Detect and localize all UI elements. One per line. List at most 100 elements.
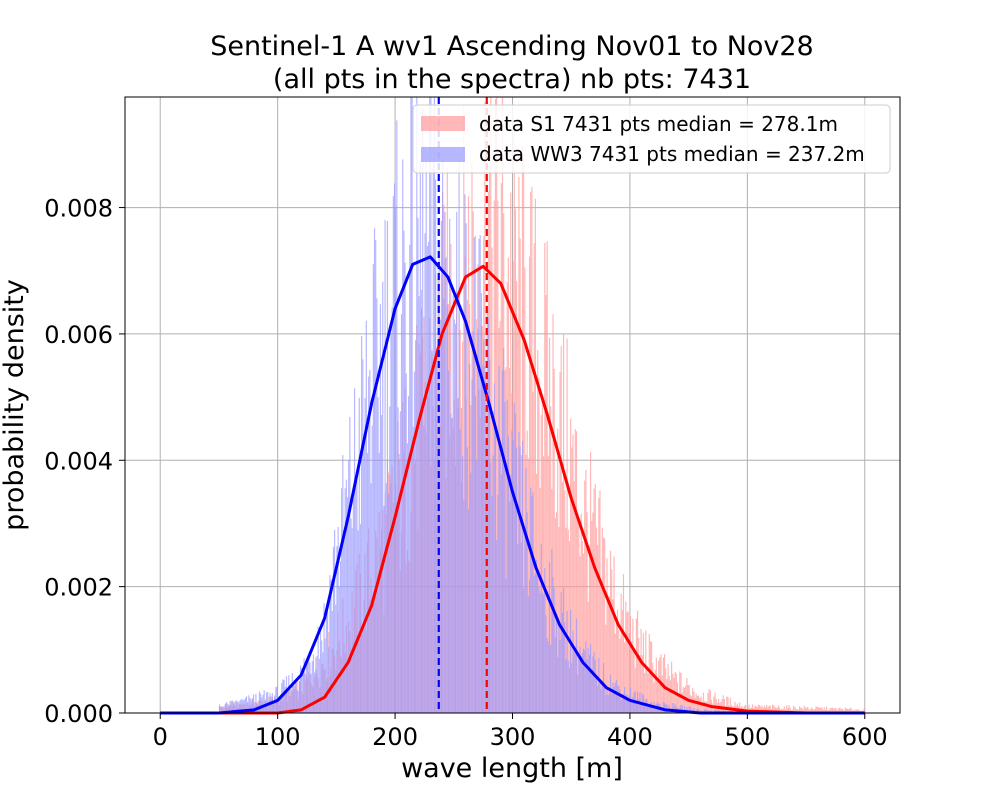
histogram-bar — [471, 379, 473, 713]
histogram-bar — [499, 453, 501, 713]
histogram-bar — [678, 693, 680, 713]
histogram-bar — [430, 97, 432, 713]
histogram-bar — [255, 693, 257, 713]
histogram-bar — [721, 698, 723, 713]
histogram-bar — [294, 685, 296, 713]
histogram-bar — [272, 702, 275, 713]
x-tick-label: 300 — [490, 723, 536, 751]
histogram-bar — [283, 679, 285, 713]
x-tick-label: 600 — [842, 723, 888, 751]
histogram-bar — [402, 159, 404, 713]
histogram-bar — [761, 705, 763, 713]
histogram-bar — [492, 455, 494, 713]
histogram-bar — [850, 708, 852, 713]
histogram-bar — [296, 689, 298, 713]
histogram-bar — [559, 639, 561, 713]
histogram-bar — [476, 460, 478, 713]
histogram-bar — [705, 709, 707, 713]
histogram-bar — [457, 397, 459, 713]
histogram-bar — [268, 701, 270, 713]
histogram-bar — [676, 682, 679, 713]
histogram-bar — [537, 350, 539, 713]
histogram-bar — [432, 161, 434, 713]
histogram-bar — [291, 672, 293, 713]
histogram-bar — [833, 708, 835, 713]
histogram-bar — [557, 656, 559, 713]
histogram-bar — [258, 691, 261, 713]
histogram-bar — [647, 673, 649, 713]
histogram-bar — [586, 512, 588, 713]
histogram-bar — [545, 295, 547, 713]
histogram-bar — [673, 677, 675, 713]
histogram-bar — [436, 357, 438, 713]
histogram-bar — [606, 558, 608, 713]
histogram-bar — [587, 647, 589, 713]
histogram-bar — [659, 657, 661, 713]
histogram-bar — [462, 456, 464, 713]
histogram-bar — [652, 706, 654, 713]
histogram-bar — [764, 707, 767, 713]
histogram-bar — [305, 660, 308, 713]
histogram-bar — [545, 615, 547, 713]
x-tick-label: 200 — [372, 723, 418, 751]
histogram-bar — [722, 695, 724, 713]
histogram-bar — [665, 668, 667, 713]
histogram-bar — [417, 217, 419, 713]
histogram-bar — [385, 483, 387, 713]
legend-box — [412, 104, 891, 174]
histogram-bar — [344, 488, 346, 713]
histogram-bar — [484, 366, 486, 713]
histogram-bar — [624, 642, 626, 713]
histogram-bar — [378, 452, 380, 713]
histogram-bar — [628, 695, 630, 713]
x-tick-label: 100 — [255, 723, 301, 751]
histogram-bar — [712, 703, 714, 713]
histogram-bar — [788, 705, 790, 713]
histogram-bar — [446, 304, 448, 713]
histogram-bar — [460, 408, 463, 713]
histogram-bar — [633, 650, 635, 713]
histogram-bar — [299, 665, 302, 713]
histogram-bar — [639, 655, 641, 713]
histogram-bar — [601, 527, 603, 713]
histogram-bar — [278, 695, 280, 713]
histogram-bar — [353, 388, 356, 713]
histogram-bar — [456, 211, 458, 713]
histogram-bar — [500, 474, 502, 713]
histogram-bar — [304, 673, 306, 713]
histogram-bar — [555, 620, 558, 713]
histogram-bar — [459, 428, 461, 713]
histogram-bar — [689, 707, 691, 713]
histogram-bar — [303, 658, 305, 713]
histogram-bar — [497, 200, 499, 714]
histogram-bar — [654, 669, 656, 713]
histogram-bar — [531, 187, 533, 714]
histogram-bar — [680, 673, 682, 713]
histogram-bar — [328, 647, 330, 713]
histogram-bar — [359, 524, 362, 713]
histogram-bar — [707, 692, 709, 713]
histogram-bar — [546, 638, 548, 713]
histogram-bar — [362, 359, 364, 713]
histogram-bar — [466, 447, 468, 713]
histogram-bar — [560, 591, 562, 713]
histogram-bar — [847, 708, 849, 713]
histogram-bar — [440, 220, 443, 713]
histogram-bars — [218, 97, 865, 714]
histogram-bar — [653, 682, 655, 713]
histogram-bar — [494, 423, 497, 713]
histogram-bar — [501, 370, 504, 713]
histogram-bar — [326, 611, 329, 713]
histogram-bar — [568, 541, 571, 713]
histogram-bar — [410, 97, 412, 713]
histogram-bar — [310, 673, 312, 713]
histogram-bar — [412, 426, 414, 713]
histogram-bar — [574, 653, 576, 713]
histogram-bar — [713, 696, 715, 713]
histogram-bar — [504, 401, 506, 713]
histogram-bar — [516, 447, 518, 713]
histogram-bar — [365, 320, 367, 713]
histogram-bar — [458, 157, 460, 713]
histogram-bar — [505, 367, 507, 713]
histogram-bar — [856, 709, 858, 713]
